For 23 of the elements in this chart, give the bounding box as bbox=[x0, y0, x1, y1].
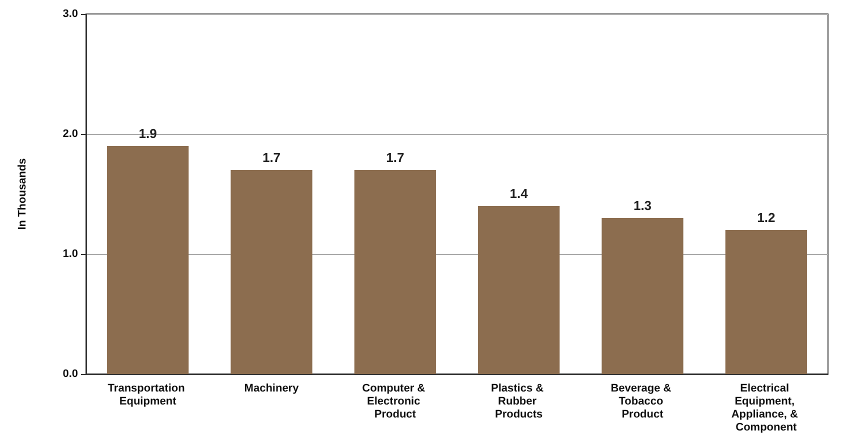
x-tick-label: Electrical Equipment, Appliance, & Component bbox=[731, 382, 802, 434]
data-label: 1.2 bbox=[757, 210, 776, 225]
y-tick-label: 2.0 bbox=[62, 128, 78, 140]
bar bbox=[354, 170, 436, 374]
data-label: 1.7 bbox=[262, 150, 281, 165]
bar bbox=[107, 146, 189, 374]
bar bbox=[230, 170, 312, 374]
x-tick-label: Transportation Equipment bbox=[108, 382, 188, 408]
x-tick-label: Machinery bbox=[244, 382, 300, 394]
y-tick-label: 1.0 bbox=[62, 248, 78, 260]
x-tick-label: Computer & Electronic Product bbox=[362, 382, 428, 420]
data-label: 1.3 bbox=[633, 198, 652, 213]
x-tick-label: Plastics & Rubber Products bbox=[491, 382, 547, 420]
data-label: 1.9 bbox=[138, 126, 157, 141]
bar bbox=[478, 206, 560, 374]
y-tick-label: 0.0 bbox=[62, 368, 78, 380]
x-tick-label: Beverage & Tobacco Product bbox=[610, 382, 674, 420]
bar bbox=[725, 230, 807, 374]
data-label: 1.4 bbox=[510, 186, 529, 201]
data-label: 1.7 bbox=[386, 150, 404, 165]
bar bbox=[602, 218, 684, 374]
y-tick-label: 3.0 bbox=[62, 8, 78, 20]
y-axis-title: In Thousands bbox=[16, 158, 28, 230]
